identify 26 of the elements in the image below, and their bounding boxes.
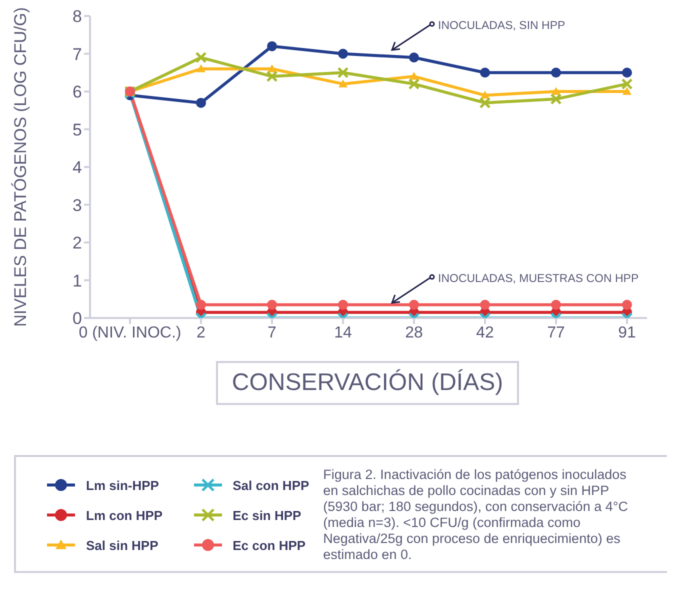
x-tick-label: 77 — [547, 324, 565, 342]
y-axis-title: NIVELES DE PATÓGENOS (LOG CFU/G) — [11, 7, 30, 327]
x-tick-label: 14 — [334, 324, 352, 342]
y-tick-label: 1 — [72, 271, 82, 290]
y-tick-label: 3 — [72, 196, 82, 215]
y-tick-label: 8 — [72, 7, 82, 26]
x-tick-label: 2 — [196, 324, 206, 342]
text: Figura 2. Inactivación de los patógenos inoculados en salchichas de pollo cocinadas con y sin HPP (5930 bar; 180 segundos), con conservación a 4°C (media n=3). <10 CFU/g (confirmada como Negativa/25g con proceso de enriquecimiento) es estimado en 0. — [323, 467, 629, 563]
annotation: INOCULADAS, MUESTRAS CON HPP — [438, 272, 639, 285]
legend-label: Sal con HPP — [232, 478, 310, 492]
y-tick-label: 7 — [72, 44, 82, 64]
x-tick-label: 42 — [476, 324, 494, 342]
legend-label: Lm con HPP — [86, 508, 163, 522]
x-tick-label: 28 — [405, 324, 423, 342]
y-tick-label: 2 — [72, 234, 82, 253]
legend-label: Lm sin-HPP — [86, 478, 159, 492]
annotation: INOCULADAS, SIN HPP — [438, 20, 566, 32]
y-tick-label: 5 — [72, 120, 82, 140]
x-tick-label: 91 — [618, 324, 636, 342]
y-tick-label: 6 — [72, 82, 82, 102]
legend-label: Ec con HPP — [232, 538, 306, 552]
y-tick-label: 4 — [72, 158, 82, 178]
legend-label: Sal sin HPP — [86, 538, 158, 552]
x-axis-title: CONSERVACIÓN (DÍAS) — [216, 361, 520, 405]
legend-label: Ec sin HPP — [232, 508, 302, 522]
x-tick-label: 7 — [268, 324, 277, 342]
